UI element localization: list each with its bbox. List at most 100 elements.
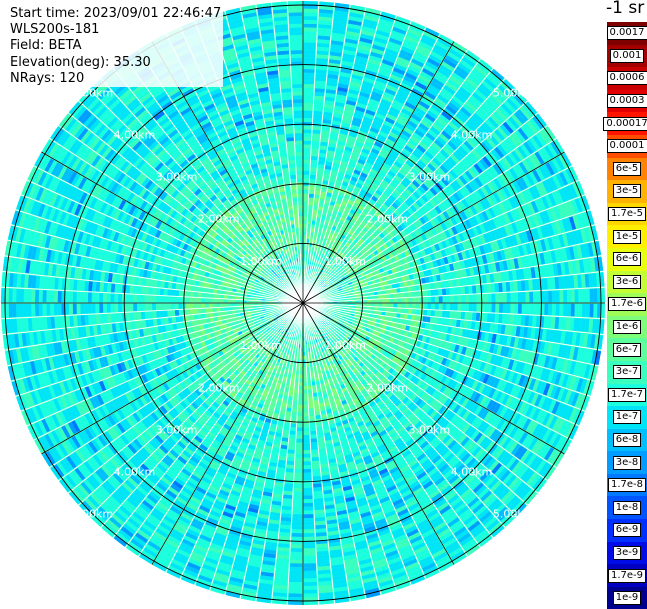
range-bin xyxy=(285,415,291,419)
range-bin xyxy=(483,284,487,293)
range-bin xyxy=(458,295,462,302)
range-bin xyxy=(308,201,313,205)
range-bin xyxy=(304,80,314,84)
range-bin xyxy=(529,292,533,303)
range-bin xyxy=(461,287,465,295)
range-bin xyxy=(416,303,420,308)
range-bin xyxy=(309,190,314,194)
range-bin xyxy=(450,296,454,303)
range-bin xyxy=(522,292,526,302)
range-bin xyxy=(371,300,375,303)
range-bin xyxy=(292,514,302,518)
range-bin xyxy=(304,92,314,96)
range-bin xyxy=(427,290,431,296)
range-bin xyxy=(386,294,390,298)
range-bin xyxy=(289,590,302,594)
range-bin xyxy=(317,172,324,177)
range-bin xyxy=(601,304,605,318)
range-bin xyxy=(563,304,567,316)
range-bin xyxy=(294,488,303,492)
range-bin xyxy=(313,126,321,130)
range-bin xyxy=(297,427,303,431)
range-bin xyxy=(408,286,412,291)
range-bin xyxy=(296,450,303,454)
range-bin xyxy=(299,375,303,379)
range-bin xyxy=(293,401,298,405)
range-bin xyxy=(304,24,317,28)
range-bin xyxy=(446,296,450,303)
range-bin xyxy=(311,160,318,164)
range-bin xyxy=(286,408,291,412)
range-bin xyxy=(292,412,297,416)
range-bin xyxy=(315,415,321,419)
range-bin xyxy=(438,289,442,296)
range-bin xyxy=(503,293,507,302)
range-bin xyxy=(303,435,309,439)
range-bin xyxy=(390,299,394,303)
range-bin xyxy=(310,167,317,171)
range-bin xyxy=(578,289,582,302)
range-bin xyxy=(289,582,302,586)
range-bin xyxy=(314,400,319,404)
range-bin xyxy=(439,296,443,303)
range-bin xyxy=(316,426,322,431)
range-bin xyxy=(310,179,316,183)
range-bin xyxy=(297,412,302,416)
range-bin xyxy=(537,304,541,315)
range-bin xyxy=(450,304,454,311)
range-bin xyxy=(411,315,415,321)
range-bin xyxy=(296,435,302,439)
range-bin xyxy=(590,304,594,317)
range-bin xyxy=(457,287,461,295)
range-bin xyxy=(314,194,319,198)
range-bin xyxy=(308,393,313,397)
range-bin xyxy=(289,393,294,397)
range-bin xyxy=(297,424,303,428)
range-bin xyxy=(311,442,318,446)
range-bin xyxy=(304,469,312,473)
range-bin xyxy=(304,39,316,43)
range-bin xyxy=(506,282,511,292)
range-bin xyxy=(396,313,400,318)
range-bin xyxy=(412,303,416,308)
range-bin xyxy=(289,434,296,438)
range-bin xyxy=(313,476,321,480)
range-bin xyxy=(304,476,312,480)
range-bin xyxy=(507,304,511,314)
range-bin xyxy=(309,416,315,420)
range-bin xyxy=(293,495,302,499)
range-bin xyxy=(491,284,495,293)
range-bin xyxy=(294,389,298,393)
range-bin xyxy=(304,461,312,465)
range-bin xyxy=(304,578,317,582)
range-bin xyxy=(311,453,318,457)
range-bin xyxy=(285,476,293,480)
range-bin xyxy=(286,411,292,415)
range-bin xyxy=(312,385,316,389)
range-bin xyxy=(304,95,314,99)
range-bin xyxy=(308,397,313,401)
range-bin xyxy=(304,31,317,35)
range-bin xyxy=(312,457,320,461)
range-bin xyxy=(304,12,317,16)
range-bin xyxy=(307,378,311,382)
range-bin xyxy=(412,309,416,314)
range-bin xyxy=(559,304,563,316)
range-bin xyxy=(499,304,503,313)
range-bin xyxy=(282,434,289,439)
range-bin xyxy=(454,295,458,302)
range-bin xyxy=(294,476,302,480)
range-bin xyxy=(593,304,597,318)
range-bin xyxy=(313,115,322,120)
range-bin xyxy=(303,209,307,213)
range-bin xyxy=(405,298,409,303)
range-bin xyxy=(315,521,326,526)
range-bin xyxy=(552,291,556,303)
range-bin xyxy=(294,484,303,488)
range-bin xyxy=(319,199,324,204)
range-bin xyxy=(304,544,315,548)
range-bin xyxy=(287,404,292,408)
range-bin xyxy=(382,295,386,299)
range-bin xyxy=(303,424,309,428)
range-bin xyxy=(295,378,299,382)
